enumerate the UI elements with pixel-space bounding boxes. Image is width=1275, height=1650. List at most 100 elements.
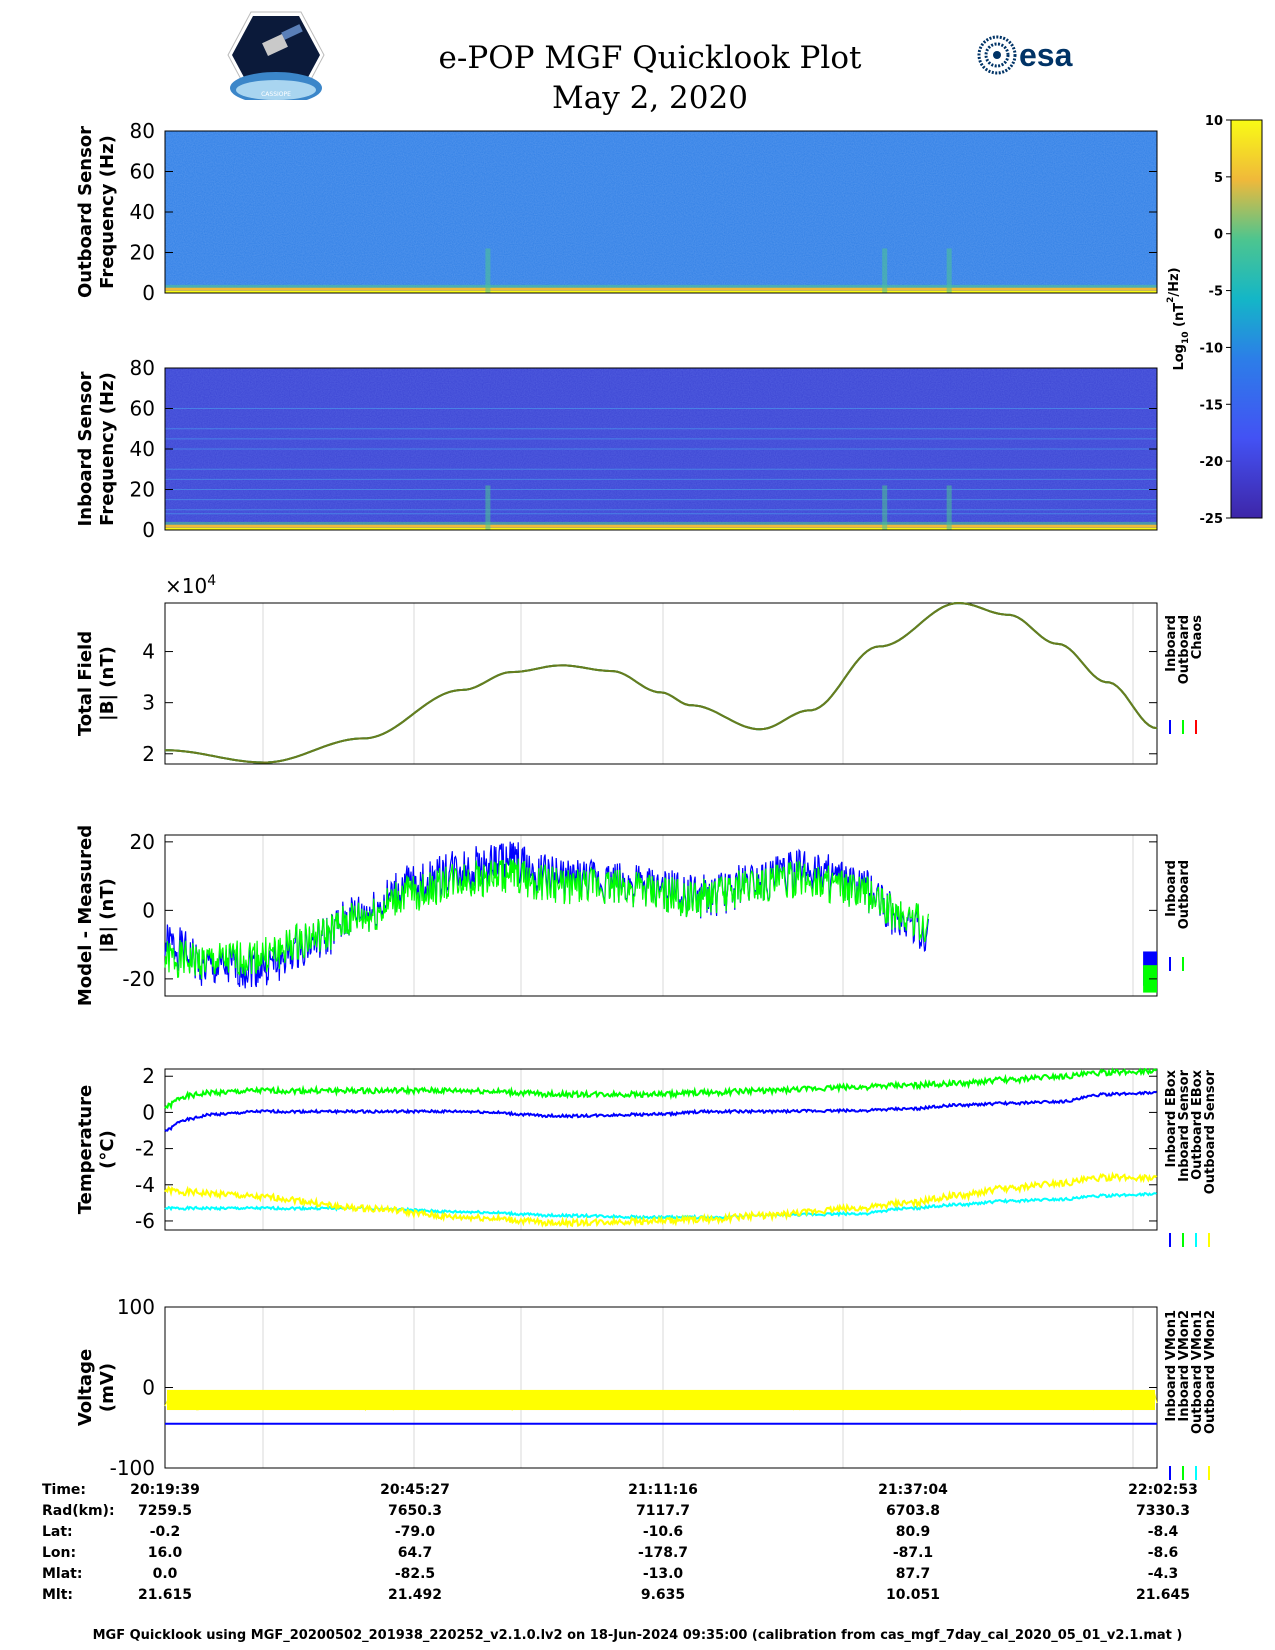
- ephemeris-cell: 20:19:39: [130, 1482, 200, 1498]
- total-field-ytick-label: 2: [142, 742, 155, 766]
- ephemeris-cell: 7259.5: [137, 1503, 193, 1519]
- temperature-legend-label: Outboard EBox: [1190, 1069, 1205, 1179]
- colorbar-label-part: 2: [1166, 297, 1176, 303]
- colorbar-label-part: Log: [1172, 344, 1187, 371]
- model-measured-legend-label: Outboard: [1177, 860, 1192, 929]
- total-field-series-chaos: [165, 601, 1158, 764]
- total-field-series-outboard: [165, 601, 1158, 764]
- ephemeris-cell: 10.051: [885, 1587, 941, 1603]
- colorbar-tick-label: 0: [1214, 228, 1223, 243]
- voltage-ytick-label: 100: [117, 1295, 155, 1319]
- esa-logo-text: esa: [1019, 37, 1073, 73]
- total-field-legend-label: Outboard: [1177, 615, 1192, 684]
- total-field-legend-label: Chaos: [1190, 615, 1205, 659]
- ephemeris-row-label: Lat:: [42, 1524, 73, 1540]
- outboard-spectrogram-ytick-label: 60: [130, 160, 155, 184]
- colorbar-tick-label: -15: [1200, 398, 1224, 413]
- ephemeris-cell: -4.3: [1147, 1566, 1179, 1582]
- outboard-spectrogram-noise: [165, 131, 1157, 293]
- outboard-spectrogram-narrowband: [165, 287, 1157, 291]
- temperature-series-2: [164, 1191, 1157, 1221]
- outboard-spectrogram-burst: [485, 248, 491, 293]
- inboard-spectrogram-ytick-label: 60: [130, 397, 155, 421]
- colorbar-tick-label: -20: [1200, 455, 1224, 470]
- footer-text: MGF Quicklook using MGF_20200502_201938_…: [92, 1628, 1183, 1643]
- colorbar-tick-label: 5: [1214, 171, 1223, 186]
- inboard-spectrogram-burst: [882, 485, 888, 530]
- colorbar-label: Log10 (nT2/Hz): [1166, 267, 1191, 370]
- page-title: e-POP MGF Quicklook Plot: [438, 40, 862, 76]
- temperature-series-0: [164, 1090, 1157, 1132]
- total-field-ylabel-2: |B| (nT): [97, 646, 118, 721]
- voltage-ylabel-2: (mV): [97, 1363, 118, 1412]
- total-field-exponent: ×104: [165, 573, 216, 598]
- inboard-spectrogram-ytick-label: 20: [130, 478, 155, 502]
- voltage-legend-label: Outboard VMon2: [1203, 1310, 1218, 1434]
- inboard-spectrogram-ytick-label: 80: [130, 356, 155, 380]
- voltage-legend-label: Inboard VMon2: [1177, 1310, 1192, 1422]
- outboard-spectrogram-dc-line: [165, 290, 1157, 293]
- ephemeris-row-label: Rad(km):: [42, 1503, 115, 1519]
- inboard-spectrogram-narrowband: [165, 524, 1157, 528]
- voltage-frame: [164, 1306, 1158, 1469]
- ephemeris-cell: 21:37:04: [878, 1482, 948, 1498]
- temperature-legend-label: Inboard EBox: [1164, 1069, 1179, 1167]
- colorbar-label-part: 10: [1181, 331, 1191, 344]
- ephemeris-cell: 21.645: [1135, 1587, 1191, 1603]
- total-field-series-inboard: [165, 601, 1158, 764]
- inboard-spectrogram-dc-line: [165, 527, 1157, 530]
- model-measured-ytick-label: -20: [122, 967, 155, 991]
- ephemeris-cell: 20:45:27: [380, 1482, 450, 1498]
- temperature-ytick-label: 0: [142, 1100, 155, 1124]
- page-date: May 2, 2020: [552, 80, 748, 116]
- ephemeris-cell: 21:11:16: [628, 1482, 698, 1498]
- model-measured-ylabel-1: Model - Measured: [75, 825, 96, 1006]
- colorbar-tick-label: -25: [1200, 512, 1224, 527]
- temperature-legend-label: Outboard Sensor: [1203, 1069, 1218, 1194]
- inboard-spectrogram-ylabel-1: Inboard Sensor: [75, 371, 96, 526]
- model-measured-chart: -20 0 20 Model - Measured |B| (nT) InboardOut…: [75, 825, 1192, 1006]
- inboard-spectrogram-burst: [946, 485, 952, 530]
- ephemeris-cell: -82.5: [394, 1566, 436, 1582]
- voltage-legend-label: Outboard VMon1: [1190, 1310, 1205, 1434]
- ephemeris-table: Time: Rad(km): Lat: Lon: Mlat: Mlt: 20:19:39 72…: [0, 1482, 1275, 1607]
- outboard-spectrogram-burst: [946, 248, 952, 293]
- esa-logo: esa: [977, 35, 1073, 75]
- ephemeris-cell: -79.0: [394, 1524, 436, 1540]
- colorbar-tick-label: 10: [1205, 114, 1223, 129]
- total-field-ytick-label: 3: [142, 691, 155, 715]
- voltage-ylabel-1: Voltage: [75, 1349, 96, 1426]
- outboard-spectrogram-burst: [882, 248, 888, 293]
- ephemeris-cell: -8.6: [1147, 1545, 1179, 1561]
- outboard-spectrogram-ytick-label: 20: [130, 241, 155, 265]
- exponent-base: ×10: [165, 574, 207, 598]
- outboard-spectrogram-ytick-label: 40: [130, 200, 155, 224]
- temperature-ylabel-2: (°C): [97, 1130, 118, 1169]
- temperature-ylabel-1: Temperature: [75, 1085, 96, 1214]
- inboard-spectrogram: 0 20 40 60 80 Inboard Sensor Frequency (Hz): [75, 356, 1158, 542]
- ephemeris-row-label: Mlat:: [42, 1566, 83, 1582]
- temperature-ytick-label: 2: [142, 1064, 155, 1088]
- ephemeris-cell: -8.4: [1147, 1524, 1179, 1540]
- model-measured-ytick-label: 0: [142, 898, 155, 922]
- temperature-chart: -6 -4 -2 0 2 Temperature (°C) Inboard EBoxInboa…: [75, 1064, 1218, 1247]
- ephemeris-cell: -10.6: [642, 1524, 684, 1540]
- ephemeris-cell: 80.9: [895, 1524, 931, 1540]
- inboard-spectrogram-burst: [485, 485, 491, 530]
- inboard-spectrogram-ytick-label: 40: [130, 437, 155, 461]
- ephemeris-cell: 0.0: [152, 1566, 178, 1582]
- temperature-ytick-label: -2: [135, 1137, 155, 1161]
- outboard-spectrogram: 0 20 40 60 80 Outboard Sensor Frequency (Hz): [75, 119, 1158, 305]
- outboard-spectrogram-ytick-label: 80: [130, 119, 155, 143]
- model-measured-series-outboard: [164, 858, 929, 980]
- inboard-spectrogram-ytick-label: 0: [142, 518, 155, 542]
- ephemeris-cell: -0.2: [149, 1524, 181, 1540]
- temperature-series-1: [164, 1067, 1158, 1111]
- voltage-legend-label: Inboard VMon1: [1164, 1310, 1179, 1422]
- ephemeris-cell: 7330.3: [1135, 1503, 1191, 1519]
- cassiope-logo-text: CASSIOPE: [261, 91, 291, 98]
- model-measured-legend-label: Inboard: [1164, 860, 1179, 917]
- voltage-series-inboard-vmon2: [164, 1392, 1158, 1412]
- colorbar-gradient: [1230, 119, 1263, 519]
- exponent-power: 4: [207, 573, 216, 589]
